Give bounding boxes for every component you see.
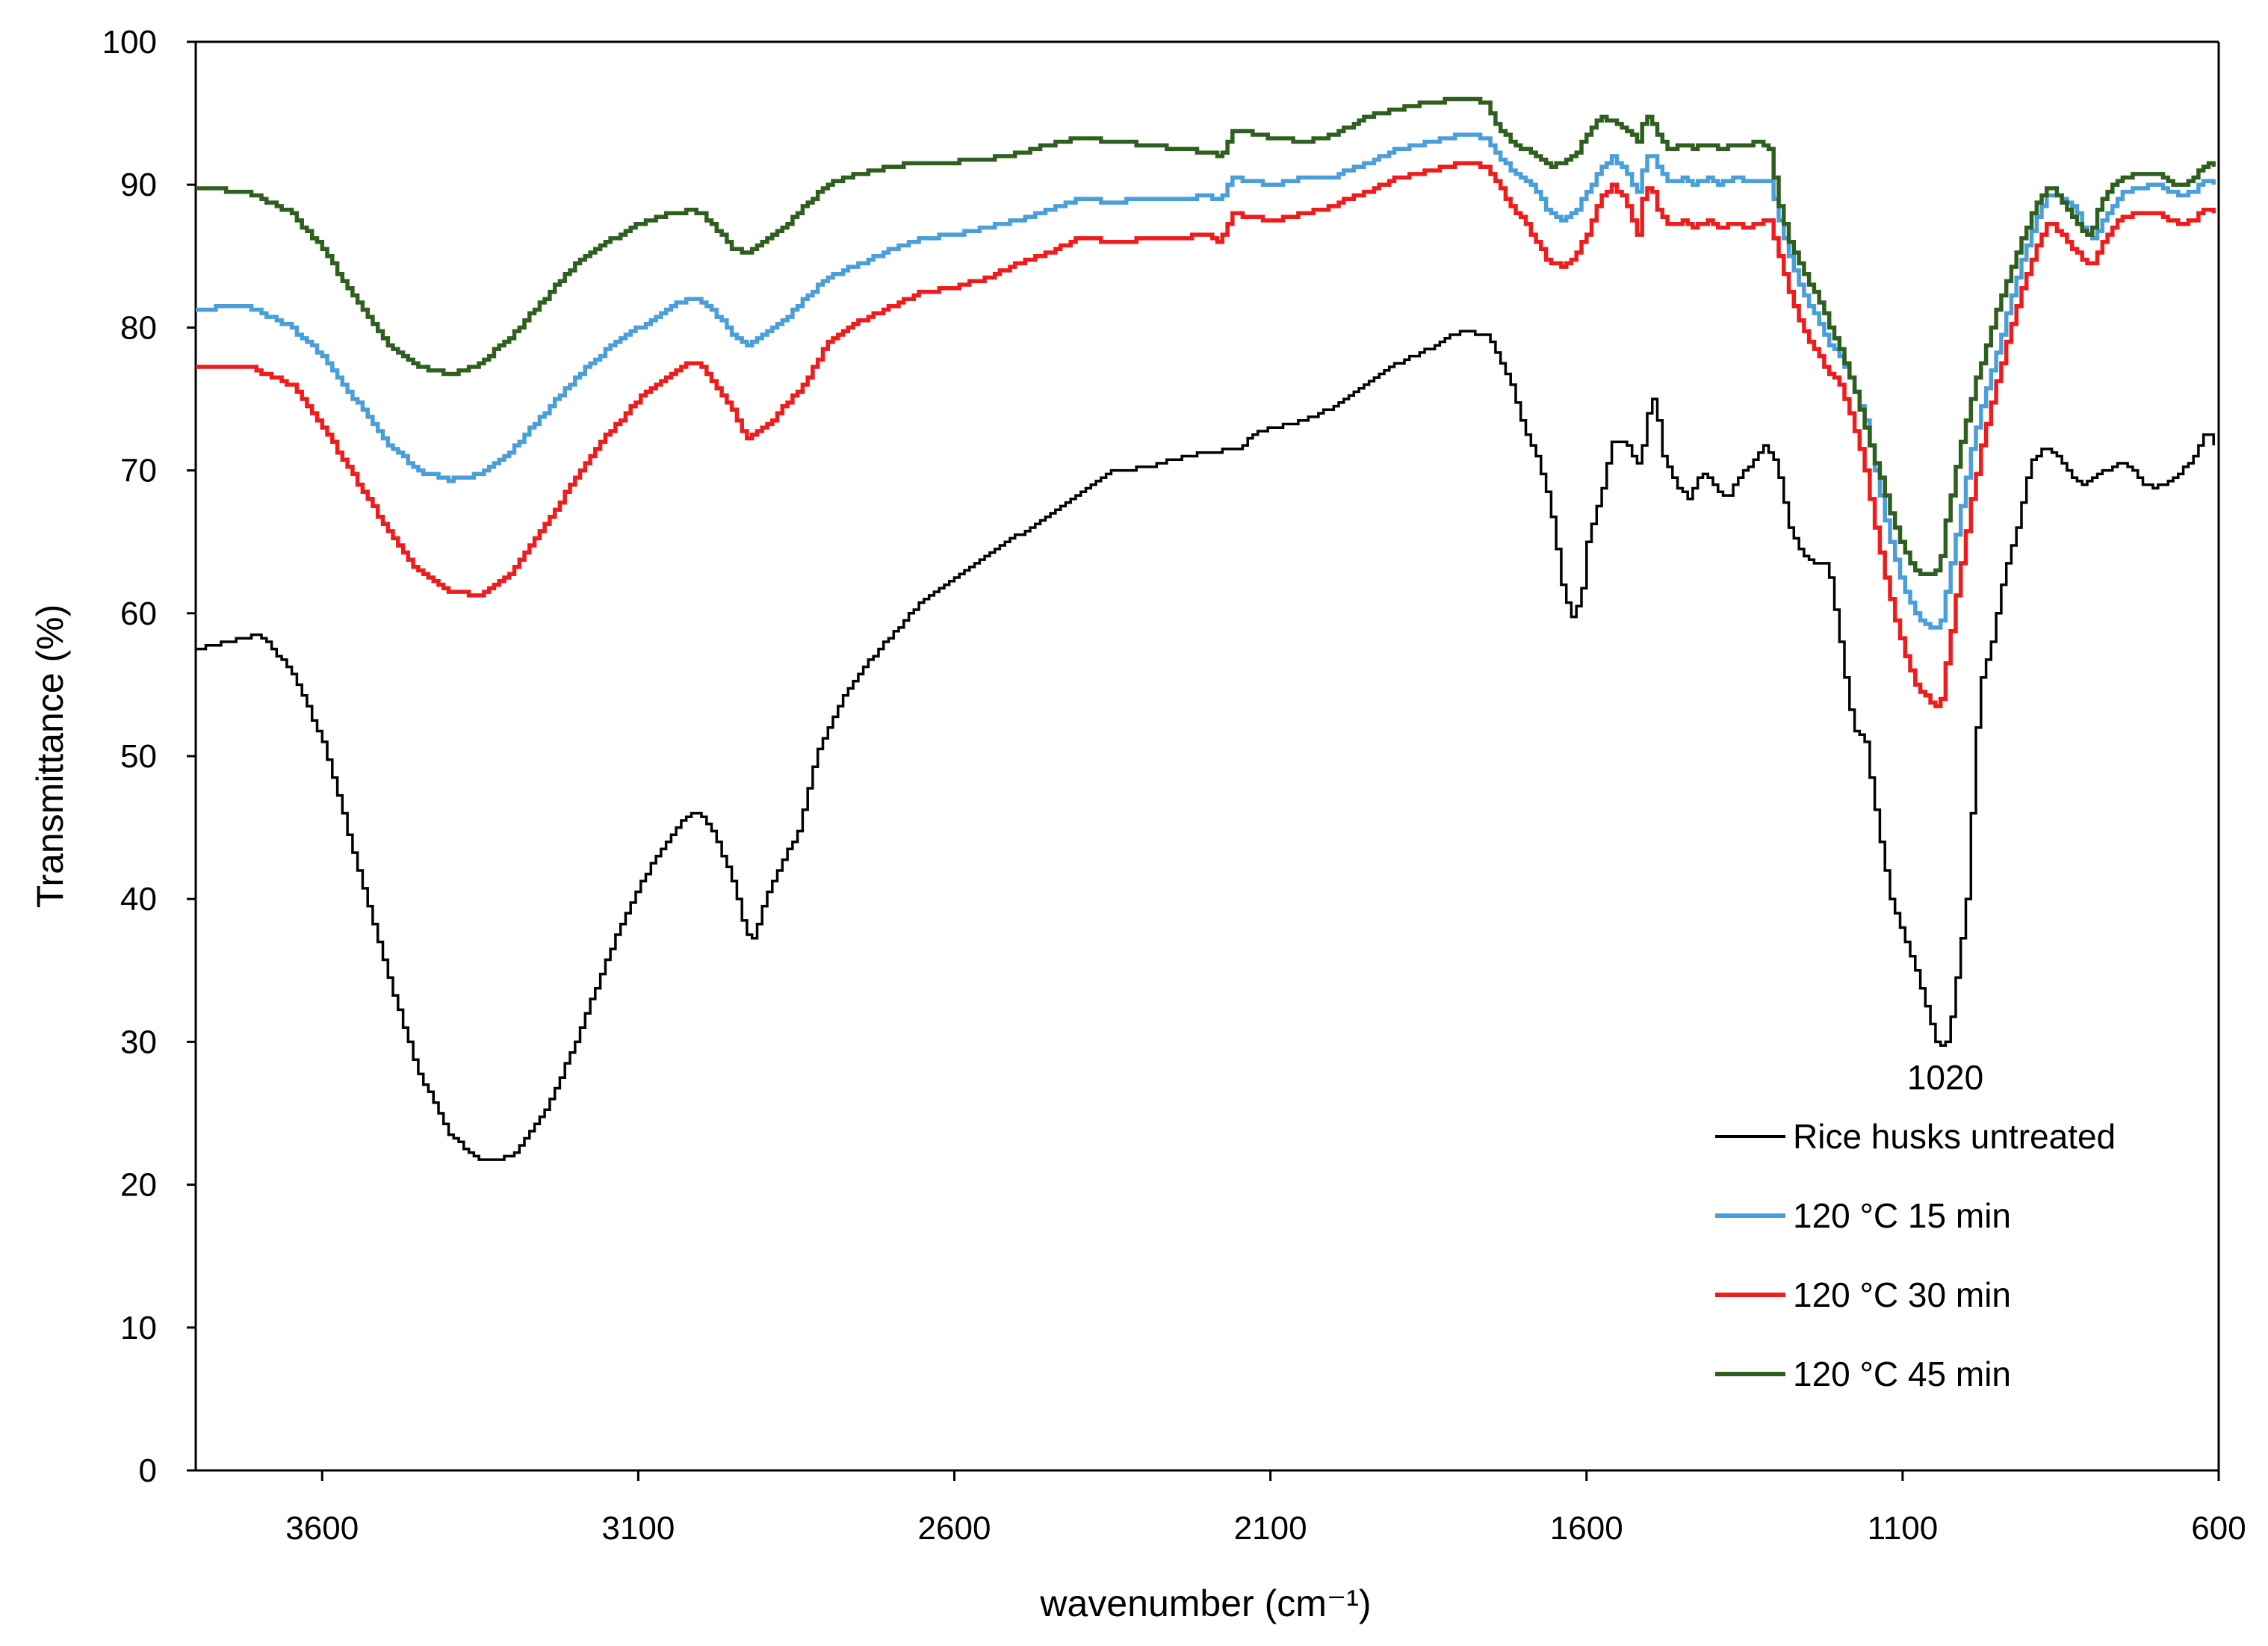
y-tick-label: 90	[120, 167, 157, 203]
y-axis-ticks: 0 10 20 30 40 50 60 70 80 90 100	[102, 24, 196, 1489]
legend-label-15min: 120 °C 15 min	[1793, 1196, 2011, 1235]
series-line-3	[196, 161, 2216, 708]
y-tick-label: 70	[120, 453, 157, 489]
y-axis-title: Transmittance (%)	[29, 604, 71, 909]
legend-label-30min: 120 °C 30 min	[1793, 1275, 2011, 1314]
x-axis-ticks: 3600 3100 2600 2100 1600 1100 600	[285, 1470, 2246, 1547]
series-line-2	[196, 132, 2216, 630]
y-tick-label: 0	[139, 1452, 157, 1489]
y-tick-label: 80	[120, 309, 157, 346]
x-tick-label: 3100	[601, 1510, 675, 1547]
x-axis-title: wavenumber (cm⁻¹)	[1039, 1582, 1371, 1624]
peak-annotation-1020: 1020	[1907, 1058, 1983, 1097]
y-tick-label: 100	[102, 24, 157, 61]
y-tick-label: 20	[120, 1167, 157, 1204]
legend-label-untreated: Rice husks untreated	[1793, 1117, 2116, 1156]
y-tick-label: 40	[120, 881, 157, 918]
x-tick-label: 2100	[1234, 1510, 1307, 1547]
series-layer	[196, 96, 2216, 1161]
y-tick-label: 10	[120, 1310, 157, 1346]
legend: Rice husks untreated 120 °C 15 min 120 °…	[1715, 1117, 2116, 1393]
series-line-4	[196, 96, 2216, 576]
x-tick-label: 1600	[1550, 1510, 1623, 1547]
y-tick-label: 60	[120, 595, 157, 632]
series-line-1	[196, 329, 2215, 1161]
legend-label-45min: 120 °C 45 min	[1793, 1355, 2011, 1393]
y-tick-label: 50	[120, 738, 157, 775]
x-tick-label: 2600	[918, 1510, 991, 1547]
x-tick-label: 600	[2191, 1510, 2246, 1547]
y-tick-label: 30	[120, 1024, 157, 1060]
x-tick-label: 1100	[1868, 1510, 1939, 1547]
x-tick-label: 3600	[285, 1510, 359, 1547]
